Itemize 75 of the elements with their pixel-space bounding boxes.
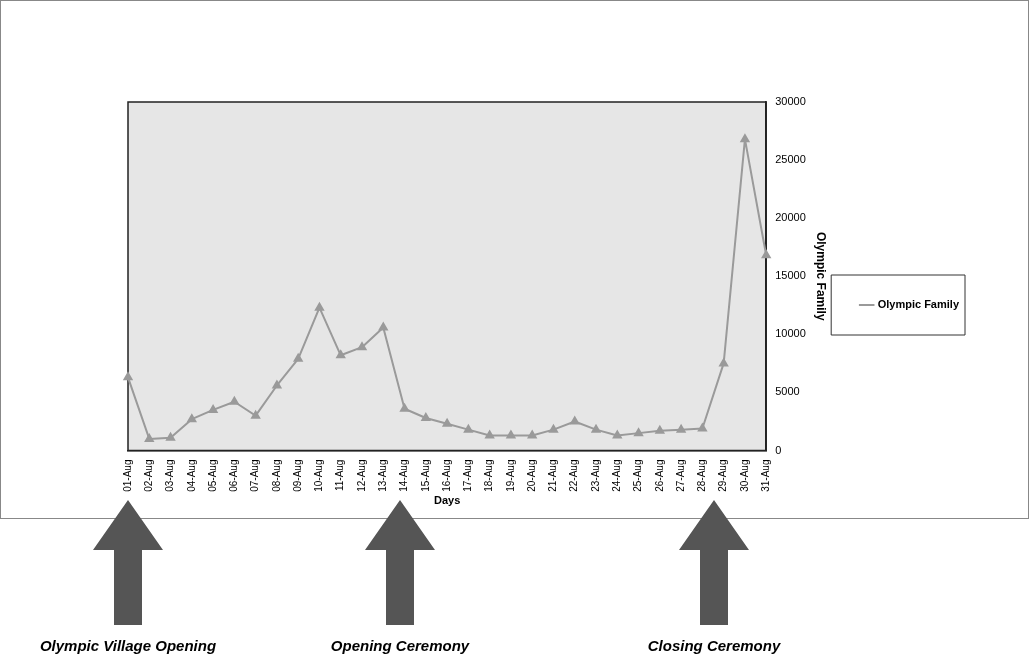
point [293, 353, 303, 362]
point [123, 372, 133, 381]
x-tick-label: 24-Aug [611, 459, 623, 492]
point [612, 430, 622, 439]
x-tick-label: 15-Aug [419, 459, 431, 492]
y-tick-label: 15000 [775, 269, 806, 282]
x-tick-label: 30-Aug [738, 459, 750, 492]
text: Olympic Village Opening [39, 637, 217, 654]
point [506, 430, 516, 439]
x-tick-label: 06-Aug [228, 459, 240, 492]
x-tick-label: 18-Aug [483, 459, 495, 492]
x-tick-label: 01-Aug [121, 459, 133, 492]
point [315, 302, 324, 311]
y-tick-label: 0 [775, 443, 782, 456]
x-tick-label: 11-Aug [334, 459, 346, 492]
x-tick-label: 29-Aug [717, 459, 729, 492]
y-tick-label: 30000 [775, 95, 806, 108]
point [549, 424, 558, 433]
x-tick-label: 16-Aug [440, 459, 452, 492]
point [400, 403, 410, 412]
text: Closing Ceremony [647, 637, 781, 654]
y-tick-label: 20000 [775, 211, 806, 224]
x-tick-label: 26-Aug [653, 459, 665, 492]
point [251, 410, 261, 419]
x-tick-label: 21-Aug [547, 459, 559, 492]
x-tick-label: 02-Aug [143, 459, 155, 492]
point [357, 342, 367, 351]
x-tick-label: 31-Aug [759, 459, 771, 492]
x-tick-label: 13-Aug [377, 459, 389, 492]
y-tick-label: 5000 [775, 385, 800, 398]
point [761, 250, 771, 259]
x-tick-label: 05-Aug [206, 459, 218, 492]
legend-label: Olympic Family [877, 298, 960, 311]
x-tick-label: 27-Aug [674, 459, 686, 492]
x-tick-label: 28-Aug [696, 459, 708, 492]
point [655, 425, 665, 434]
x-tick-label: 20-Aug [525, 459, 537, 492]
point [272, 380, 282, 389]
x-tick-label: 10-Aug [313, 459, 325, 492]
point [208, 404, 218, 413]
x-tick-label: 08-Aug [270, 459, 282, 492]
point [697, 423, 707, 432]
x-axis-title: Days [433, 494, 461, 507]
point [527, 430, 537, 439]
point [485, 430, 495, 439]
x-tick-label: 23-Aug [589, 459, 601, 492]
point [144, 433, 154, 442]
point [591, 424, 601, 433]
point [166, 432, 176, 441]
x-tick-label: 19-Aug [504, 459, 516, 492]
x-tick-label: 14-Aug [398, 459, 410, 492]
point [719, 358, 729, 367]
x-tick-label: 09-Aug [291, 459, 303, 492]
point [740, 134, 750, 143]
y-axis-title: Olympic Family [813, 231, 828, 321]
x-tick-label: 17-Aug [462, 459, 474, 492]
point [421, 413, 431, 422]
text: Opening Ceremony [330, 637, 470, 654]
point [676, 424, 686, 433]
x-tick-label: 07-Aug [249, 459, 261, 492]
y-tick-label: 10000 [775, 327, 806, 340]
x-tick-label: 04-Aug [185, 459, 197, 492]
point [442, 418, 452, 427]
x-tick-label: 22-Aug [568, 459, 580, 492]
point [463, 424, 473, 433]
point [634, 428, 644, 437]
x-tick-label: 12-Aug [355, 459, 367, 492]
point [570, 416, 580, 425]
point [378, 322, 388, 331]
point [336, 350, 346, 359]
x-tick-label: 25-Aug [632, 459, 644, 492]
x-tick-label: 03-Aug [164, 459, 176, 492]
y-tick-label: 25000 [775, 153, 806, 166]
point [229, 396, 239, 405]
point [187, 414, 197, 423]
